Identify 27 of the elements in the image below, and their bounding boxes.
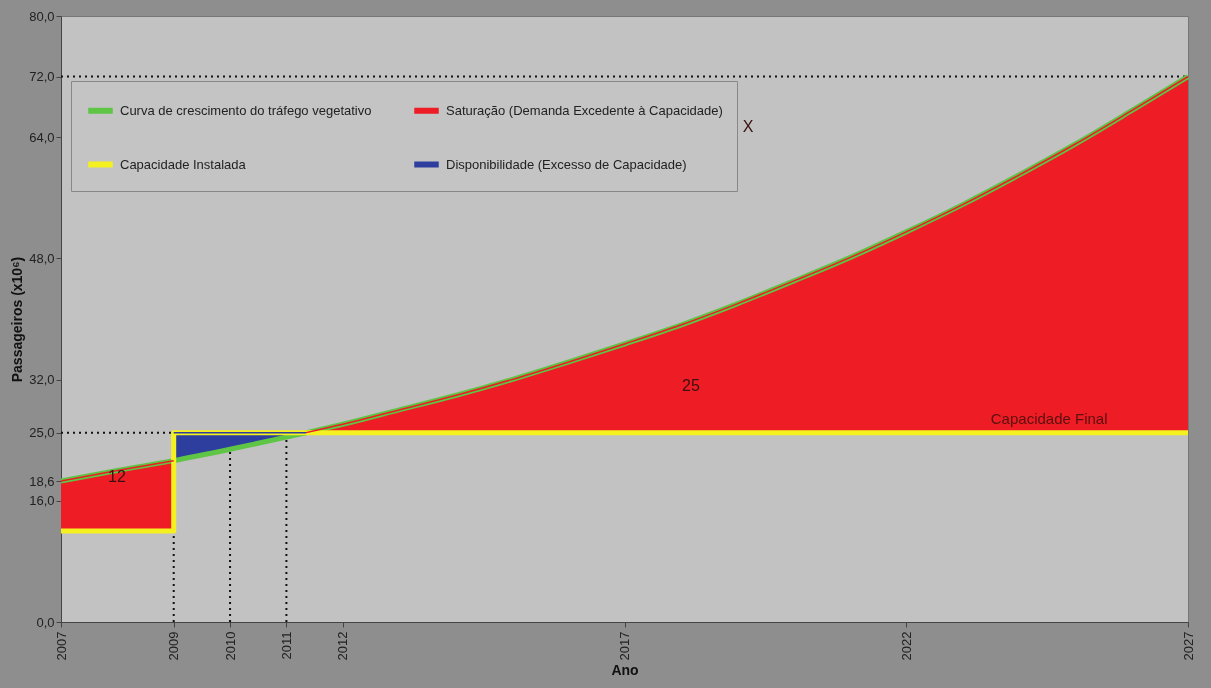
- y-tick-label: 72,0: [29, 69, 55, 85]
- annotation: Capacidade Final: [990, 409, 1108, 427]
- y-tick-label: 0,0: [36, 614, 55, 630]
- y-tick-label: 25,0: [29, 425, 55, 441]
- legend-label: Disponibilidade (Excesso de Capacidade): [446, 156, 687, 172]
- x-tick-label: 2007: [53, 631, 69, 661]
- y-tick-label: 48,0: [29, 250, 55, 266]
- legend-label: Capacidade Instalada: [120, 156, 247, 172]
- x-tick-label: 2027: [1180, 631, 1196, 661]
- x-tick-label: 2009: [166, 631, 182, 661]
- x-tick-label: 2011: [278, 631, 294, 660]
- x-tick-label: 2010: [222, 631, 238, 661]
- y-tick-label: 64,0: [29, 129, 55, 145]
- y-tick-label: 80,0: [29, 8, 55, 24]
- annotation: X: [742, 118, 754, 135]
- x-tick-label: 2022: [898, 631, 914, 661]
- x-tick-label: 2017: [617, 631, 632, 661]
- y-tick-label: 32,0: [29, 372, 55, 388]
- legend-label: Curva de crescimento do tráfego vegetativo: [120, 102, 372, 118]
- y-tick-label: 16,0: [29, 493, 55, 509]
- annotation: 25: [682, 377, 700, 394]
- y-axis-title: Passageiros (x10⁶): [9, 256, 26, 383]
- x-axis-title: Ano: [611, 662, 639, 679]
- annotation: 12: [108, 468, 126, 485]
- x-tick-label: 2012: [335, 631, 351, 661]
- legend-label: Saturação (Demanda Excedente à Capacidade): [446, 102, 723, 118]
- y-tick-label: 18,6: [29, 473, 55, 489]
